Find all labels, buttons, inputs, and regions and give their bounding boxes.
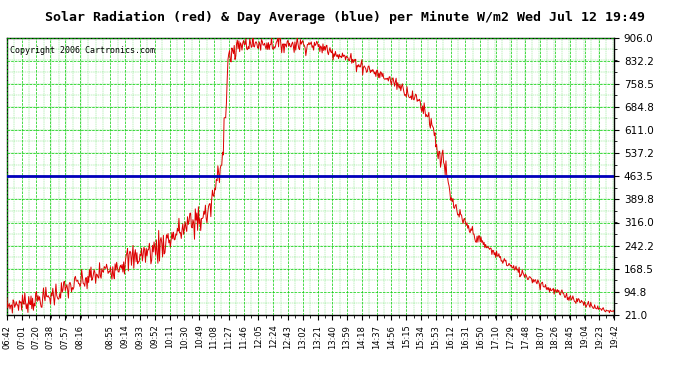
Text: Copyright 2006 Cartronics.com: Copyright 2006 Cartronics.com <box>10 46 155 55</box>
Text: Solar Radiation (red) & Day Average (blue) per Minute W/m2 Wed Jul 12 19:49: Solar Radiation (red) & Day Average (blu… <box>45 11 645 24</box>
